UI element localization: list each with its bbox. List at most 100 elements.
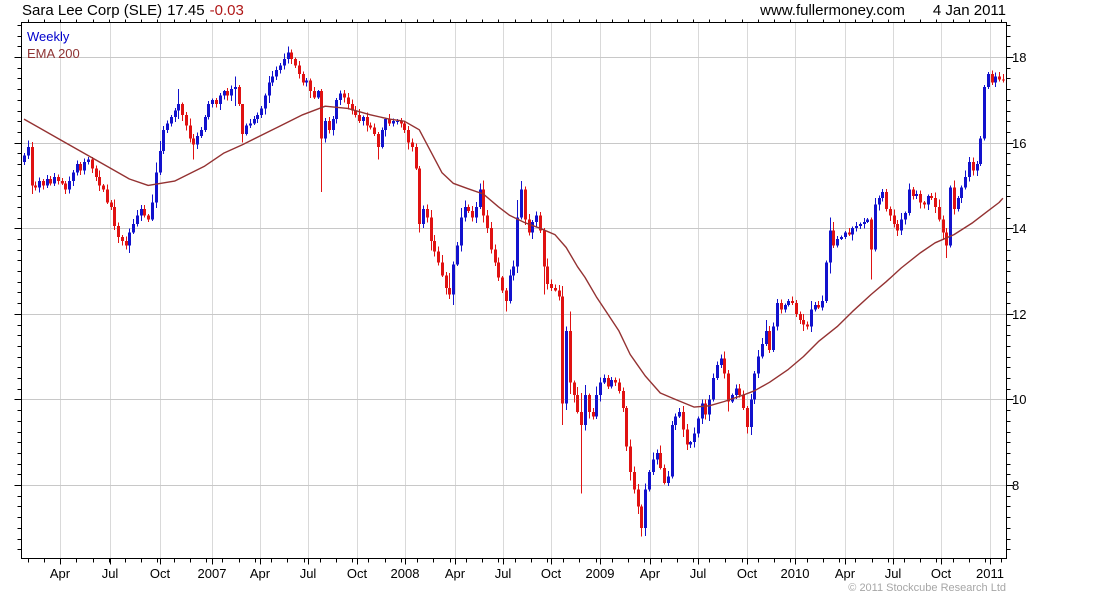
candle-body (539, 215, 542, 231)
candle-body (829, 230, 832, 263)
y-axis-label: 14 (1012, 221, 1026, 236)
candle-body (456, 245, 459, 265)
candle-body (983, 86, 986, 139)
candle-body (230, 89, 233, 96)
candle-body (765, 330, 768, 344)
candle-body (147, 215, 150, 220)
candle-body (866, 219, 869, 222)
candle-body (400, 121, 403, 124)
ema-line (23, 105, 1004, 408)
candle-body (200, 129, 203, 137)
candle-body (663, 467, 666, 483)
candle-body (83, 161, 86, 171)
candle-body (136, 215, 139, 224)
candle-body (53, 176, 56, 184)
ema200-path (23, 105, 1004, 408)
candle-body (949, 187, 952, 246)
candle-body (283, 59, 286, 66)
candle-body (814, 305, 817, 310)
candle-body (91, 159, 94, 169)
candle-body (384, 119, 387, 130)
candle-body (253, 119, 256, 124)
candle-body (889, 208, 892, 216)
candle-body (433, 241, 436, 252)
candle-body (874, 204, 877, 250)
candle-body (441, 262, 444, 276)
candle-body (264, 95, 267, 109)
candle-body (689, 442, 692, 445)
candle-body (558, 290, 561, 297)
candle-body (509, 275, 512, 301)
x-axis-label: 2007 (198, 566, 227, 581)
candle-body (494, 249, 497, 263)
candle-body (358, 114, 361, 122)
candle-body (795, 303, 798, 314)
candle-body (738, 388, 741, 396)
candle-body (471, 211, 474, 218)
candle-body (659, 452, 662, 468)
candle-body (49, 178, 52, 184)
candle-body (720, 358, 723, 366)
candle-body (42, 181, 45, 186)
candle-body (309, 80, 312, 92)
candle-body (524, 189, 527, 220)
candle-body (964, 176, 967, 188)
candle-body (377, 134, 380, 147)
legend-ema200: EMA 200 (27, 46, 80, 61)
candle-body (588, 395, 591, 413)
x-axis-label: Jul (102, 566, 119, 581)
candle-body (817, 305, 820, 308)
candle-body (426, 208, 429, 218)
price-change: -0.03 (209, 2, 244, 19)
candle-body (528, 219, 531, 233)
candle-body (445, 275, 448, 289)
x-axis-label: Oct (150, 566, 171, 581)
candle-body (23, 155, 26, 162)
candle-body (629, 446, 632, 473)
candle-body (211, 99, 214, 105)
x-axis-label: 2009 (586, 566, 615, 581)
candle-body (430, 217, 433, 242)
candle-body (418, 168, 421, 224)
candle-body (776, 303, 779, 327)
candle-body (723, 358, 726, 374)
candle-body (223, 91, 226, 96)
candle-body (76, 164, 79, 173)
candle-body (215, 99, 218, 105)
candle-body (998, 76, 1001, 80)
candle-body (870, 219, 873, 250)
candle-body (302, 74, 305, 83)
candle-body (968, 161, 971, 177)
candle-body (294, 59, 297, 66)
candle-body (95, 168, 98, 177)
candle-body (919, 193, 922, 203)
candle-body (467, 206, 470, 212)
candle-body (802, 320, 805, 325)
candle-body (554, 288, 557, 291)
candle-body (923, 202, 926, 205)
chart-date: 4 Jan 2011 (932, 2, 1006, 19)
candle-body (599, 382, 602, 396)
x-axis-label: Jul (495, 566, 512, 581)
y-axis-label: 8 (1012, 478, 1019, 493)
candle-body (61, 181, 64, 184)
candle-body (550, 283, 553, 289)
candle-body (712, 378, 715, 400)
candle-body (34, 185, 37, 188)
last-price: 17.45 (167, 2, 205, 19)
candle-body (373, 127, 376, 135)
candle-body (448, 288, 451, 295)
candle-body (757, 356, 760, 374)
x-axis-label: Apr (250, 566, 271, 581)
candle-body (644, 489, 647, 528)
candle-body (422, 208, 425, 224)
candle-body (799, 313, 802, 321)
candle-body (987, 74, 990, 87)
candle-body (313, 91, 316, 98)
x-axis-label: Oct (737, 566, 758, 581)
candle-body (753, 373, 756, 400)
candle-body (693, 433, 696, 443)
candle-body (607, 378, 610, 387)
candle-body (117, 226, 120, 237)
y-axis-label: 10 (1012, 392, 1026, 407)
